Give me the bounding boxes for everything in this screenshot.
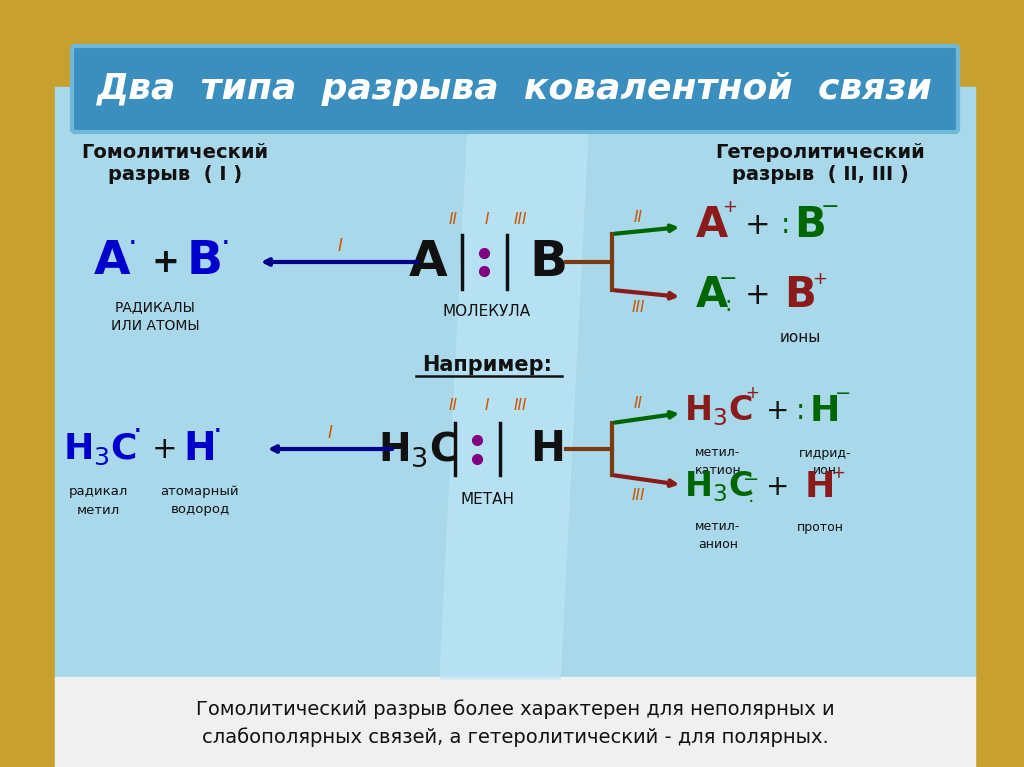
- Text: B: B: [795, 204, 826, 246]
- Text: A: A: [93, 239, 130, 285]
- Text: :: :: [796, 397, 805, 425]
- Text: катион: катион: [694, 465, 741, 478]
- Text: ·: ·: [221, 231, 230, 259]
- Text: A: A: [409, 238, 447, 286]
- Text: +: +: [152, 245, 179, 278]
- Text: +: +: [745, 281, 771, 310]
- Text: II: II: [634, 396, 642, 410]
- Text: −: −: [719, 269, 737, 289]
- Text: ионы: ионы: [779, 330, 820, 344]
- Text: +: +: [745, 210, 771, 239]
- Text: МОЛЕКУЛА: МОЛЕКУЛА: [443, 304, 531, 320]
- Text: +: +: [766, 473, 790, 501]
- Text: I: I: [328, 424, 333, 442]
- Text: ион: ион: [813, 465, 837, 478]
- Text: −: −: [835, 384, 851, 403]
- Text: метил: метил: [77, 503, 120, 516]
- Text: Например:: Например:: [422, 355, 552, 375]
- Text: разрыв  ( II, III ): разрыв ( II, III ): [731, 166, 908, 185]
- Text: радикал: радикал: [69, 486, 128, 499]
- Text: слабополярных связей, а гетеролитический - для полярных.: слабополярных связей, а гетеролитический…: [202, 727, 828, 747]
- Text: +: +: [812, 270, 827, 288]
- Text: H: H: [805, 470, 836, 504]
- Text: −: −: [820, 197, 840, 217]
- Text: атомарный: атомарный: [161, 486, 240, 499]
- Text: ·: ·: [133, 419, 142, 447]
- Bar: [55, 677, 975, 767]
- Text: РАДИКАЛЫ: РАДИКАЛЫ: [115, 300, 196, 314]
- Text: H$_3$C: H$_3$C: [684, 393, 753, 428]
- Text: ·: ·: [213, 419, 223, 447]
- Text: III: III: [513, 397, 526, 413]
- Text: водород: водород: [170, 503, 229, 516]
- Text: II: II: [449, 397, 458, 413]
- Text: II: II: [634, 209, 642, 225]
- Text: +: +: [766, 397, 790, 425]
- Text: Гомолитический: Гомолитический: [82, 143, 268, 162]
- Polygon shape: [440, 87, 590, 679]
- Text: A: A: [696, 204, 728, 246]
- Text: H: H: [810, 394, 840, 428]
- Text: ·: ·: [128, 231, 138, 259]
- Text: :: :: [780, 211, 790, 239]
- Text: :: :: [724, 295, 732, 315]
- Text: H: H: [530, 428, 565, 470]
- Text: Гомолитический разрыв более характерен для неполярных и: Гомолитический разрыв более характерен д…: [196, 700, 835, 719]
- Text: B: B: [529, 238, 567, 286]
- Text: I: I: [484, 212, 489, 226]
- Text: протон: протон: [797, 521, 844, 534]
- Text: H: H: [183, 430, 216, 468]
- Text: −: −: [742, 469, 759, 489]
- Text: гидрид-: гидрид-: [799, 446, 851, 459]
- Text: III: III: [631, 299, 645, 314]
- FancyBboxPatch shape: [72, 46, 958, 132]
- Text: +: +: [745, 384, 759, 402]
- Text: A: A: [696, 274, 728, 316]
- Text: Гетеролитический: Гетеролитический: [715, 143, 925, 162]
- Text: III: III: [631, 488, 645, 502]
- Text: Два  типа  разрыва  ковалентной  связи: Два типа разрыва ковалентной связи: [97, 72, 933, 106]
- Text: разрыв  ( I ): разрыв ( I ): [108, 166, 242, 185]
- Text: I: I: [338, 237, 342, 255]
- Text: H$_3$C: H$_3$C: [684, 469, 753, 505]
- Text: +: +: [153, 434, 178, 463]
- Text: +: +: [831, 464, 845, 482]
- Text: ИЛИ АТОМЫ: ИЛИ АТОМЫ: [111, 319, 200, 333]
- Text: анион: анион: [698, 538, 738, 551]
- Text: B: B: [187, 239, 223, 285]
- Text: метил-: метил-: [695, 446, 740, 459]
- Text: H$_3$C: H$_3$C: [63, 431, 137, 466]
- Bar: [55, 87, 975, 679]
- Text: МЕТАН: МЕТАН: [460, 492, 514, 508]
- Text: метил-: метил-: [695, 521, 740, 534]
- Text: +: +: [723, 198, 737, 216]
- Text: I: I: [484, 397, 489, 413]
- Text: II: II: [449, 212, 458, 226]
- Text: B: B: [784, 274, 816, 316]
- Text: III: III: [513, 212, 526, 226]
- Text: H$_3$C: H$_3$C: [378, 430, 458, 469]
- Text: :: :: [748, 488, 755, 506]
